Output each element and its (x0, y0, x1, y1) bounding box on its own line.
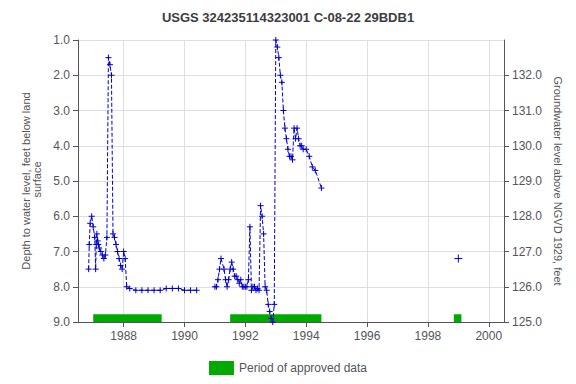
svg-text:125.0: 125.0 (512, 315, 542, 329)
svg-text:129.0: 129.0 (512, 174, 542, 188)
svg-text:1992: 1992 (232, 329, 259, 343)
svg-text:1996: 1996 (354, 329, 381, 343)
svg-text:7.0: 7.0 (53, 245, 70, 259)
svg-text:132.0: 132.0 (512, 68, 542, 82)
svg-text:Groundwater level above NGVD 1: Groundwater level above NGVD 1929, feet (552, 76, 564, 285)
svg-text:3.0: 3.0 (53, 104, 70, 118)
svg-text:126.0: 126.0 (512, 280, 542, 294)
svg-text:5.0: 5.0 (53, 174, 70, 188)
svg-text:1.0: 1.0 (53, 33, 70, 47)
svg-text:1998: 1998 (415, 329, 442, 343)
svg-text:2.0: 2.0 (53, 68, 70, 82)
svg-text:1988: 1988 (110, 329, 137, 343)
svg-text:2000: 2000 (475, 329, 502, 343)
svg-text:1994: 1994 (293, 329, 320, 343)
svg-text:4.0: 4.0 (53, 139, 70, 153)
svg-text:130.0: 130.0 (512, 139, 542, 153)
svg-text:USGS 324235114323001 C-08-22 2: USGS 324235114323001 C-08-22 29BDB1 (162, 10, 414, 25)
svg-text:6.0: 6.0 (53, 209, 70, 223)
svg-text:131.0: 131.0 (512, 104, 542, 118)
svg-text:Period of approved data: Period of approved data (239, 361, 367, 375)
svg-text:8.0: 8.0 (53, 280, 70, 294)
svg-text:127.0: 127.0 (512, 245, 542, 259)
svg-text:9.0: 9.0 (53, 315, 70, 329)
svg-text:128.0: 128.0 (512, 209, 542, 223)
svg-text:surface: surface (31, 161, 43, 200)
svg-text:Depth to water level, feet bel: Depth to water level, feet below land (19, 92, 32, 270)
svg-text:1990: 1990 (171, 329, 198, 343)
